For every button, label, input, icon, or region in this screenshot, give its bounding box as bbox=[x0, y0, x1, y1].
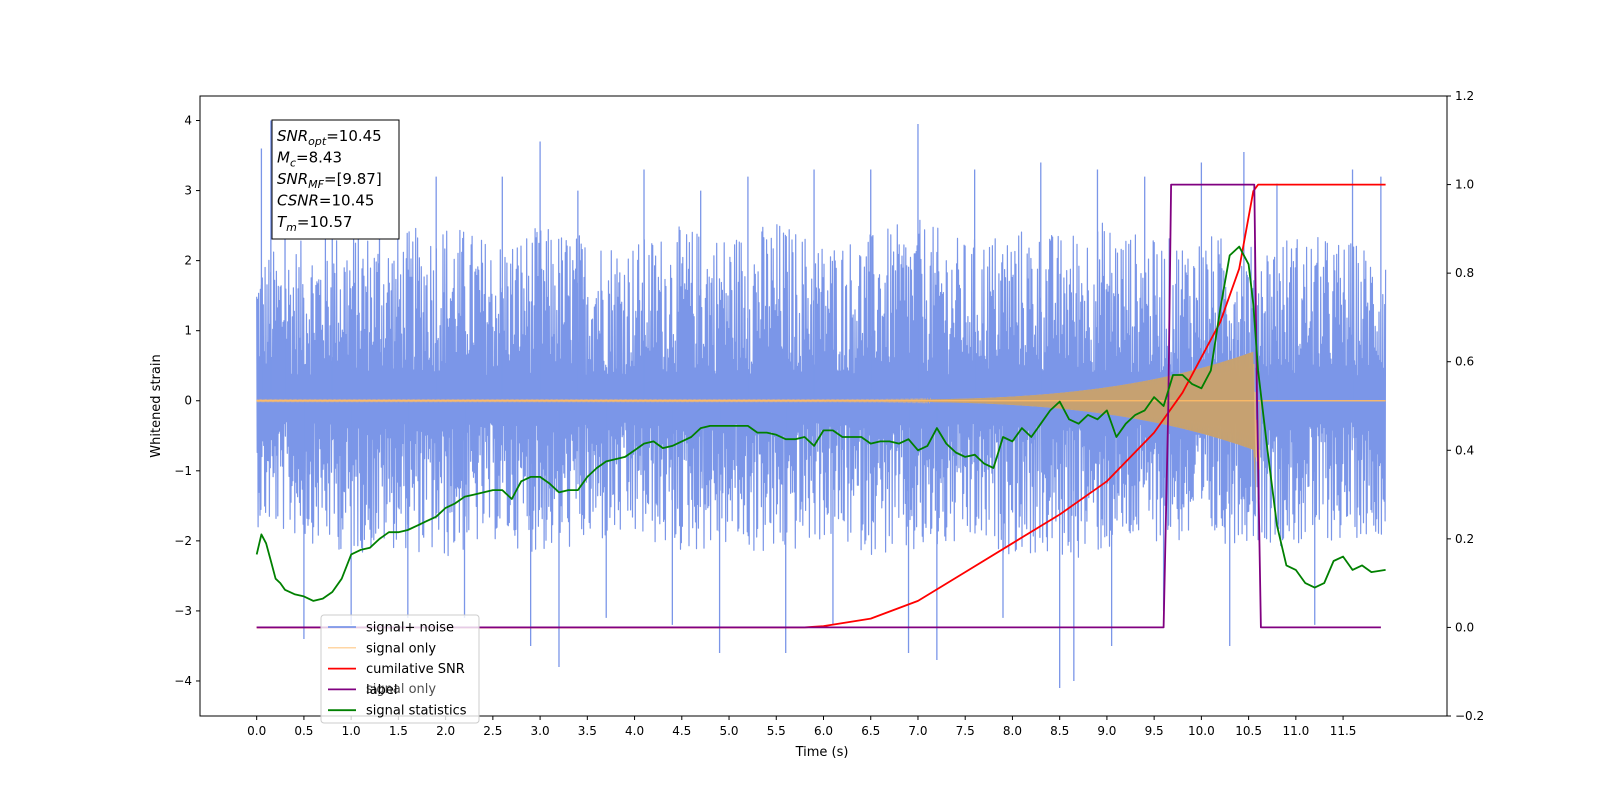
legend-label: signal statistics bbox=[366, 704, 467, 719]
legend-frame bbox=[320, 614, 480, 724]
legend-label: signal only bbox=[366, 641, 436, 656]
x-tick-label: 9.0 bbox=[1097, 724, 1116, 738]
y-tick-label: 1 bbox=[184, 324, 192, 338]
x-tick-label: 8.0 bbox=[1003, 724, 1022, 738]
x-tick-label: 6.5 bbox=[861, 724, 880, 738]
y2-tick-label: 0.6 bbox=[1455, 355, 1474, 369]
annotation-value: =[9.87] bbox=[324, 170, 382, 188]
legend-ghost-label: signal only bbox=[366, 682, 436, 697]
legend-label: signal+ noise bbox=[366, 621, 454, 636]
x-tick-label: 0.0 bbox=[247, 724, 266, 738]
right-axis-series bbox=[255, 183, 1386, 629]
plot-area bbox=[255, 120, 1387, 688]
x-tick-label: 4.5 bbox=[672, 724, 691, 738]
x-tick-label: 11.0 bbox=[1282, 724, 1309, 738]
x-tick-label: 2.5 bbox=[483, 724, 502, 738]
y-tick-label: −4 bbox=[174, 674, 192, 688]
annotation-line: Mc=8.43 bbox=[277, 149, 342, 170]
annotation-value: =10.57 bbox=[297, 213, 353, 231]
y-tick-label: 3 bbox=[184, 184, 192, 198]
signal-only-series bbox=[256, 351, 1386, 506]
y2-tick-label: 0.8 bbox=[1455, 266, 1474, 280]
x-tick-label: 7.5 bbox=[956, 724, 975, 738]
y2-tick-label: 0.4 bbox=[1455, 443, 1474, 457]
annotation-subscript: m bbox=[286, 221, 297, 234]
annotation-subscript: MF bbox=[308, 178, 324, 191]
y-tick-label: −1 bbox=[174, 464, 192, 478]
annotation-line: CSNR=10.45 bbox=[277, 192, 374, 210]
x-tick-label: 0.5 bbox=[294, 724, 313, 738]
y-tick-label: 4 bbox=[184, 114, 192, 128]
y2-tick-label: 0.0 bbox=[1455, 620, 1474, 634]
series-line-label bbox=[256, 183, 1381, 629]
x-tick-label: 1.0 bbox=[342, 724, 361, 738]
x-tick-label: 6.0 bbox=[814, 724, 833, 738]
annotation-value: =8.43 bbox=[296, 149, 342, 167]
legend-label: label bbox=[366, 683, 397, 698]
annotation-subscript: c bbox=[290, 157, 296, 170]
x-tick-label: 8.5 bbox=[1050, 724, 1069, 738]
annotation-variable: CSNR bbox=[277, 192, 319, 210]
y-axis-right: −0.2 0.0 0.2 0.4 0.6 0.8 1.0 1.2 bbox=[1447, 89, 1484, 723]
chirp-trace bbox=[256, 351, 1386, 470]
x-axis: 0.0 0.5 1.0 1.5 2.0 2.5 3.0 3.5 4.0 4.5 5.0 5.5 6.0 6… bbox=[247, 716, 1356, 738]
y-tick-label: 0 bbox=[184, 394, 192, 408]
y-tick-label: −2 bbox=[174, 534, 192, 548]
y-axis-label: Whitened strain bbox=[149, 354, 164, 457]
x-tick-label: 7.0 bbox=[908, 724, 927, 738]
y-axis-left: −4 −3 −2 −1 0 1 2 3 4 bbox=[174, 114, 200, 688]
chirp-envelope-fill bbox=[823, 351, 1257, 506]
annotation-frame bbox=[271, 119, 400, 240]
y2-tick-label: 0.2 bbox=[1455, 532, 1474, 546]
x-tick-label: 3.5 bbox=[578, 724, 597, 738]
annotation-line: SNRopt=10.45 bbox=[277, 127, 382, 148]
annotation-variable: SNR bbox=[277, 127, 308, 145]
annotation-variable: T bbox=[277, 213, 288, 231]
annotation-line: Tm=10.57 bbox=[277, 213, 352, 234]
annotation-value: =10.45 bbox=[319, 192, 375, 210]
annotation-variable: M bbox=[277, 149, 290, 167]
series-line-signal-statistics bbox=[255, 245, 1386, 602]
annotation-box: SNRopt=10.45Mc=8.43SNRMF=[9.87]CSNR=10.4… bbox=[271, 119, 400, 240]
signal-noise-series bbox=[256, 120, 1387, 688]
y-tick-label: −3 bbox=[174, 604, 192, 618]
x-tick-label: 5.5 bbox=[767, 724, 786, 738]
x-axis-label: Time (s) bbox=[795, 745, 849, 760]
annotation-value: =10.45 bbox=[326, 127, 382, 145]
x-tick-label: 9.5 bbox=[1145, 724, 1164, 738]
y2-tick-label: −0.2 bbox=[1455, 709, 1484, 723]
x-tick-label: 10.0 bbox=[1188, 724, 1215, 738]
x-tick-label: 4.0 bbox=[625, 724, 644, 738]
annotation-variable: SNR bbox=[277, 170, 308, 188]
x-tick-label: 3.0 bbox=[531, 724, 550, 738]
noise-trace bbox=[256, 219, 1387, 558]
x-tick-label: 1.5 bbox=[389, 724, 408, 738]
y2-tick-label: 1.0 bbox=[1455, 178, 1474, 192]
y2-tick-label: 1.2 bbox=[1455, 89, 1474, 103]
x-tick-label: 10.5 bbox=[1235, 724, 1262, 738]
y-tick-label: 2 bbox=[184, 254, 192, 268]
annotation-line: SNRMF=[9.87] bbox=[277, 170, 382, 191]
x-tick-label: 5.0 bbox=[719, 724, 738, 738]
legend: signal+ noise signal only cumilative SNR la… bbox=[320, 614, 480, 724]
x-tick-label: 2.0 bbox=[436, 724, 455, 738]
x-tick-label: 11.5 bbox=[1330, 724, 1357, 738]
annotation-subscript: opt bbox=[308, 135, 327, 148]
legend-label: cumilative SNR bbox=[366, 662, 465, 677]
series-line-cumilative-snr bbox=[256, 183, 1386, 629]
